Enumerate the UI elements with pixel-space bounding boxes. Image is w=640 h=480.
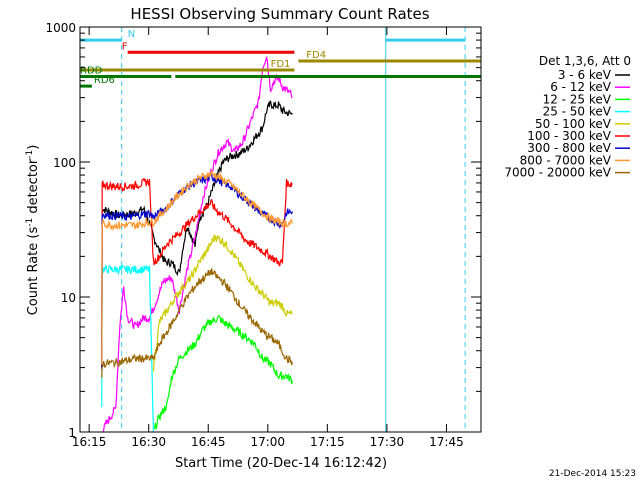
plot-frame [79, 26, 482, 433]
legend-label-6: 300 - 800 keV [527, 141, 611, 155]
x-tick-label-5: 17:30 [370, 435, 405, 449]
plot-layer [101, 27, 466, 433]
x-tick-label-3: 17:00 [250, 435, 285, 449]
y-tick-label-3: 1000 [45, 21, 76, 35]
x-tick-label-1: 16:30 [131, 435, 166, 449]
legend-label-7: 800 - 7000 keV [520, 153, 612, 167]
x-tick-label-6: 17:45 [429, 435, 464, 449]
y-tick-label-1: 10 [61, 291, 76, 305]
series-line-7 [101, 169, 293, 365]
axis-ticks: 16:15 16:30 16:45 17:00 17:15 17:30 17:45 1 10 10… [45, 21, 481, 449]
x-tick-label-0: 16:15 [72, 435, 107, 449]
legend-label-5: 100 - 300 keV [527, 129, 611, 143]
y-label-sup-a: -1 [25, 218, 35, 227]
y-label-part-b: detector [26, 158, 41, 218]
legend-label-4: 50 - 100 keV [535, 117, 612, 131]
state-label-2: FD1 [271, 59, 291, 70]
x-tick-label-2: 16:45 [191, 435, 226, 449]
state-label-3: FD4 [306, 50, 326, 61]
state-label-0: N [128, 29, 135, 40]
y-tick-label-2: 100 [53, 156, 76, 170]
state-label-4: RDD [80, 65, 103, 76]
x-axis-label: Start Time (20-Dec-14 16:12:42) [175, 456, 387, 471]
y-label-part-c: ) [26, 145, 41, 150]
legend-label-0: 3 - 6 keV [558, 68, 612, 82]
y-tick-label-0: 1 [68, 426, 76, 440]
series-line-4 [152, 234, 293, 372]
series-line-2 [153, 314, 293, 430]
y-axis-label: Count Rate (s-1 detector-1) [25, 145, 41, 316]
series-line-1 [101, 56, 293, 433]
footer-date: 21-Dec-2014 15:23 [549, 469, 636, 479]
state-label-5: RD6 [94, 75, 115, 86]
legend-label-8: 7000 - 20000 keV [504, 166, 611, 180]
legend-label-3: 25 - 50 keV [543, 105, 612, 119]
series-line-5 [101, 177, 293, 368]
legend-title: Det 1,3,6, Att 0 [539, 54, 631, 68]
state-label-1: F [122, 41, 128, 52]
legend-label-2: 12 - 25 keV [543, 92, 612, 106]
legend-label-1: 6 - 12 keV [550, 80, 612, 94]
y-label-sup-b: -1 [25, 150, 35, 159]
y-label-part-a: Count Rate (s [26, 227, 41, 316]
series-line-8 [101, 268, 293, 378]
series-line-3 [101, 264, 155, 433]
chart-title: HESSI Observing Summary Count Rates [130, 5, 429, 23]
x-tick-label-4: 17:15 [310, 435, 345, 449]
